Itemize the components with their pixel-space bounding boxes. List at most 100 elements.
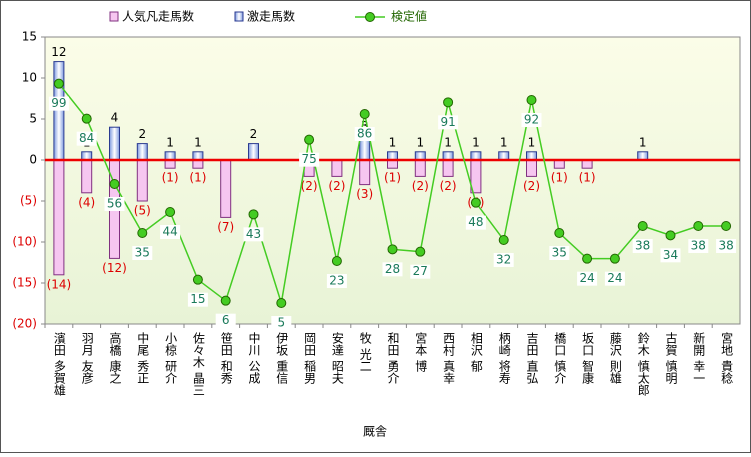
marker <box>109 179 120 189</box>
data-label: (1) <box>579 171 596 185</box>
x-tick-label: 古賀 慎明 <box>664 331 678 385</box>
label-box <box>382 262 403 277</box>
y-tick-label: 15 <box>22 30 37 44</box>
marker <box>81 113 92 124</box>
legend-label: 激走馬数 <box>247 9 295 24</box>
legend-label: 人気凡走馬数 <box>122 9 194 24</box>
label-box <box>465 215 486 230</box>
marker <box>526 95 537 105</box>
label-box <box>549 246 570 260</box>
marker <box>192 274 203 285</box>
bar <box>359 159 371 186</box>
label-box <box>326 274 347 288</box>
marker <box>470 197 481 208</box>
data-label: (12) <box>102 261 127 275</box>
label-box <box>104 197 125 211</box>
marker <box>276 298 287 308</box>
data-label: 1 <box>166 135 174 149</box>
marker <box>609 253 620 264</box>
data-label: 92 <box>524 113 539 127</box>
data-label: 28 <box>385 262 400 276</box>
label-box <box>493 253 514 267</box>
label-box <box>48 96 69 111</box>
label-box <box>299 152 320 167</box>
legend-swatch <box>234 11 244 22</box>
data-label: (1) <box>189 171 206 185</box>
marker <box>665 230 676 241</box>
data-label: (4) <box>78 195 95 209</box>
bar <box>53 61 65 161</box>
x-tick-label: 藤沢 則雄 <box>608 332 622 384</box>
x-tick-label: 鈴木 慎太郎 <box>636 331 650 396</box>
marker <box>498 235 509 245</box>
marker <box>721 221 732 231</box>
marker <box>693 221 704 231</box>
bar <box>248 143 259 161</box>
marker <box>165 207 176 217</box>
x-tick-label: 高橋 康之 <box>108 331 122 384</box>
marker <box>387 244 398 255</box>
marker <box>359 109 370 119</box>
label-box <box>688 239 709 253</box>
label-box <box>660 248 681 263</box>
data-label: 1 <box>416 135 424 149</box>
data-label: (5) <box>134 204 151 218</box>
data-label: 5 <box>277 316 285 330</box>
label-box <box>215 313 236 328</box>
x-tick-label: 羽月 友彦 <box>80 332 94 384</box>
x-tick-label: 伊坂 重信 <box>275 332 289 385</box>
data-label: (2) <box>440 179 457 193</box>
x-tick-label: 和田 勇介 <box>386 332 400 384</box>
marker <box>248 209 259 220</box>
x-tick-label: 宮本 博 <box>414 331 428 372</box>
data-label: 6 <box>222 313 230 327</box>
data-label: 38 <box>635 239 650 253</box>
bar <box>53 159 65 276</box>
x-tick-label: 佐々木 晶三 <box>191 332 205 396</box>
data-label: 27 <box>413 264 428 278</box>
label-box <box>438 115 459 130</box>
x-tick-label: 橋口 慎介 <box>553 332 567 384</box>
label-box <box>243 227 264 242</box>
data-label: 1 <box>472 135 480 149</box>
data-label: 24 <box>579 271 594 285</box>
bar <box>331 159 343 177</box>
marker <box>415 246 426 257</box>
x-tick-label: 西村 真幸 <box>442 332 456 384</box>
marker <box>582 253 593 264</box>
label-box <box>410 264 431 279</box>
data-label: (1) <box>384 171 401 185</box>
x-axis-label: 厩舎 <box>363 425 387 439</box>
data-label: (7) <box>217 220 234 234</box>
bar <box>414 159 426 177</box>
x-tick-label: 小椋 研介 <box>164 332 178 384</box>
legend-marker <box>365 12 375 22</box>
data-label: (1) <box>551 171 568 185</box>
data-label: 1 <box>444 135 452 149</box>
y-tick-label: 10 <box>22 71 37 85</box>
data-label: 35 <box>552 246 567 260</box>
x-tick-label: 牧 光二 <box>358 332 372 372</box>
label-box <box>604 271 625 286</box>
data-label: 32 <box>496 253 511 267</box>
label-box <box>521 113 542 127</box>
data-label: 99 <box>51 96 66 110</box>
label-box <box>187 292 208 307</box>
data-label: (14) <box>47 277 72 291</box>
bar <box>136 159 148 202</box>
legend-swatch <box>109 11 119 22</box>
data-label: 3 <box>361 119 369 133</box>
data-label: 34 <box>663 248 678 262</box>
x-tick-label: 新開 幸一 <box>692 331 706 384</box>
x-tick-label: 中川 公成 <box>247 331 261 385</box>
label-box <box>132 246 153 260</box>
y-tick-label: (5) <box>20 194 37 208</box>
label-box <box>76 131 97 146</box>
data-label: 91 <box>440 115 455 129</box>
data-label: 75 <box>301 152 316 166</box>
data-label: 48 <box>468 215 483 229</box>
bar <box>81 159 93 194</box>
bar <box>220 159 232 218</box>
label-box <box>716 239 737 253</box>
y-tick-label: (15) <box>12 276 37 290</box>
